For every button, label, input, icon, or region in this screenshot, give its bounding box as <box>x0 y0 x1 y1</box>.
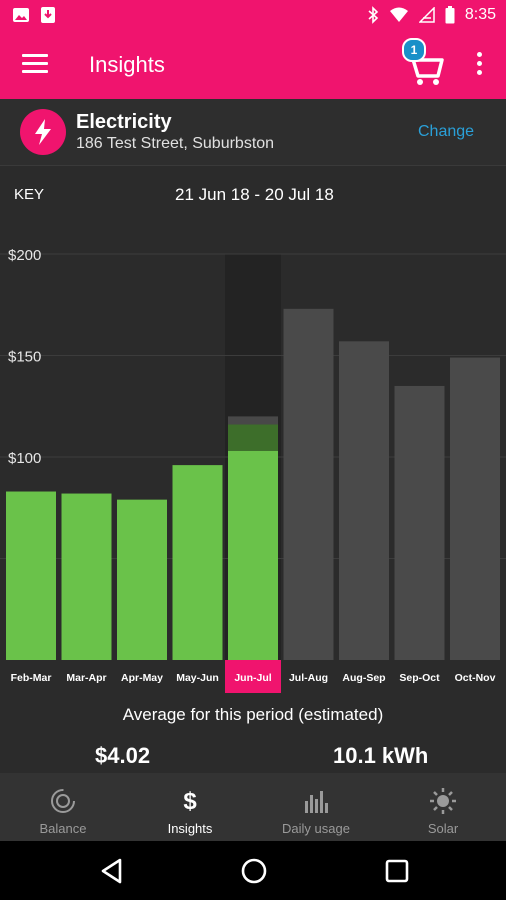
app-bar: Insights 1 <box>0 32 506 99</box>
property-address: 186 Test Street, Suburbston <box>76 135 275 152</box>
key-button[interactable]: KEY <box>14 186 45 203</box>
nav-label: Insights <box>167 821 213 836</box>
sun-icon <box>430 788 456 814</box>
nav-label: Solar <box>427 821 459 836</box>
x-tick-label: Feb-Mar <box>11 672 52 684</box>
bar-aug-sep <box>339 341 389 660</box>
bar-mar-apr <box>61 493 112 660</box>
y-tick-label: $100 <box>8 450 41 467</box>
average-panel: Average for this period (estimated) $4.0… <box>0 695 506 773</box>
svg-text:$: $ <box>183 788 197 815</box>
change-button[interactable]: Change <box>418 123 475 140</box>
average-cost: $4.02 <box>95 743 151 768</box>
x-tick-label: Mar-Apr <box>66 672 106 684</box>
average-usage: 10.1 kWh <box>333 743 429 768</box>
lightning-icon <box>20 109 66 155</box>
billing-period: 21 Jun 18 - 20 Jul 18 <box>175 185 334 204</box>
bar-chart-icon <box>305 791 328 813</box>
y-tick-label: $150 <box>8 349 41 366</box>
image-icon <box>13 8 29 22</box>
nav-label: Balance <box>39 821 87 836</box>
bottom-nav: Balance $ Insights Daily usage Solar <box>0 773 506 841</box>
download-icon <box>41 7 55 23</box>
bar-apr-may <box>117 499 167 660</box>
cart-badge: 1 <box>402 38 426 62</box>
balance-icon <box>51 789 75 813</box>
selected-category-highlight <box>225 660 281 693</box>
system-nav-bar <box>0 841 506 900</box>
y-tick-label: $200 <box>8 247 41 264</box>
clock-time: 8:35 <box>464 6 496 23</box>
bar-jun-jul <box>228 450 278 660</box>
nav-daily-usage[interactable]: Daily usage <box>253 773 379 841</box>
x-tick-label: Oct-Nov <box>455 672 496 684</box>
battery-icon <box>445 6 455 24</box>
bar-oct-nov <box>450 357 500 660</box>
x-tick-label: Sep-Oct <box>399 672 440 684</box>
bar-jul-aug <box>283 308 334 660</box>
bar-feb-mar <box>6 491 56 660</box>
key-row: KEY 21 Jun 18 - 20 Jul 18 <box>0 166 506 222</box>
x-tick-label: Apr-May <box>121 672 163 684</box>
nav-balance[interactable]: Balance <box>0 773 126 841</box>
bar-sep-oct <box>394 385 445 660</box>
bar-cap <box>228 416 278 425</box>
page-title: Insights <box>89 52 165 77</box>
nav-label: Daily usage <box>282 821 350 836</box>
account-row: Electricity 186 Test Street, Suburbston … <box>0 99 506 166</box>
signal-icon <box>418 7 435 23</box>
back-icon[interactable] <box>98 857 126 885</box>
x-tick-label: Jun-Jul <box>234 672 271 684</box>
wifi-icon <box>389 7 408 22</box>
bluetooth-icon <box>368 6 379 24</box>
average-heading: Average for this period (estimated) <box>122 705 384 724</box>
x-tick-label: Aug-Sep <box>342 672 385 684</box>
menu-icon-line <box>22 54 48 57</box>
x-tick-label: May-Jun <box>176 672 219 684</box>
nav-insights[interactable]: $ Insights <box>127 773 253 841</box>
more-options-icon[interactable] <box>474 52 484 78</box>
menu-button[interactable] <box>22 54 48 74</box>
utility-name: Electricity <box>76 111 172 133</box>
status-bar: 8:35 <box>0 0 506 32</box>
nav-solar[interactable]: Solar <box>380 773 506 841</box>
recents-icon[interactable] <box>383 857 411 885</box>
x-tick-label: Jul-Aug <box>289 672 328 684</box>
dollar-icon: $ <box>183 788 197 815</box>
bar-estimated <box>228 424 278 451</box>
home-icon[interactable] <box>240 857 268 885</box>
usage-bar-chart: $200$150$100$50Feb-MarMar-AprApr-MayMay-… <box>0 247 506 695</box>
bar-may-jun <box>172 465 223 660</box>
